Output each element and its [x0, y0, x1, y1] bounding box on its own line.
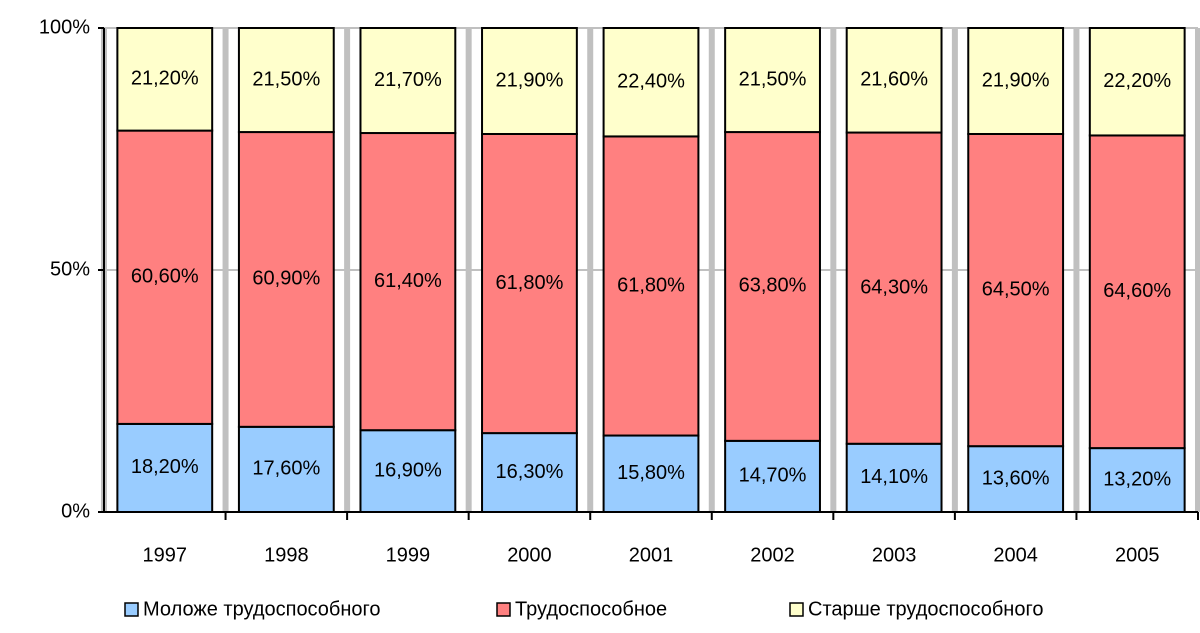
- bar-segment: [602, 135, 700, 437]
- bar-segment: [724, 27, 821, 134]
- bar-segment: [481, 27, 578, 135]
- bar-segment: [237, 131, 335, 428]
- value-label: 15,80%: [617, 462, 685, 484]
- value-label: 21,60%: [860, 69, 928, 91]
- bar-segment: [724, 131, 821, 442]
- bar-segment: [359, 429, 457, 514]
- value-label: 13,60%: [982, 467, 1050, 489]
- value-label: 61,80%: [496, 272, 564, 294]
- bar-segment: [845, 131, 943, 445]
- value-label: 61,40%: [374, 270, 442, 292]
- bar-segment: [845, 442, 943, 514]
- bar-segment: [116, 27, 214, 132]
- value-label: 60,90%: [252, 268, 320, 290]
- bar-segment: [237, 425, 335, 514]
- bar-segment: [359, 27, 457, 135]
- value-label: 14,10%: [860, 466, 928, 488]
- value-label: 63,80%: [739, 275, 807, 297]
- value-label: 21,20%: [131, 68, 199, 90]
- value-label: 64,60%: [1103, 280, 1171, 302]
- bar-segment: [237, 27, 335, 134]
- value-label: 22,40%: [617, 70, 685, 92]
- bar-segment: [1088, 134, 1186, 450]
- x-tick-label: 2000: [507, 544, 552, 566]
- legend-label: Моложе трудоспособного: [143, 598, 381, 620]
- value-label: 22,20%: [1103, 70, 1171, 92]
- bar-segment: [967, 132, 1065, 448]
- legend-swatch: [789, 602, 804, 617]
- bar-segment: [1088, 27, 1186, 137]
- value-label: 60,60%: [131, 266, 199, 288]
- value-label: 18,20%: [131, 456, 199, 478]
- value-label: 21,50%: [739, 68, 807, 90]
- bar-segment: [967, 445, 1065, 513]
- y-tick-label: 0%: [61, 500, 90, 522]
- y-tick-label: 50%: [50, 258, 90, 280]
- bar-segment: [481, 432, 578, 513]
- value-label: 64,30%: [860, 276, 928, 298]
- value-label: 21,50%: [252, 68, 320, 90]
- y-tick-label: 100%: [39, 16, 90, 38]
- value-label: 21,70%: [374, 69, 442, 91]
- bar-segment: [602, 27, 700, 138]
- legend-label: Трудоспособное: [515, 598, 667, 620]
- x-tick-label: 2003: [872, 544, 917, 566]
- x-tick-label: 2005: [1115, 544, 1160, 566]
- value-label: 16,90%: [374, 459, 442, 481]
- value-label: 61,80%: [617, 274, 685, 296]
- bar-segment: [359, 132, 457, 432]
- x-tick-label: 2002: [750, 544, 795, 566]
- legend-swatch: [124, 602, 139, 617]
- legend-swatch: [496, 602, 511, 617]
- value-label: 21,90%: [982, 69, 1050, 91]
- bar-segment: [845, 27, 943, 134]
- value-label: 13,20%: [1103, 468, 1171, 490]
- x-tick-label: 1997: [143, 544, 188, 566]
- value-label: 21,90%: [496, 69, 564, 91]
- x-tick-label: 1998: [264, 544, 309, 566]
- value-label: 16,30%: [496, 461, 564, 483]
- bar-segment: [602, 434, 700, 514]
- legend-label: Старше трудоспособного: [808, 598, 1043, 620]
- value-label: 64,50%: [982, 278, 1050, 300]
- value-label: 17,60%: [252, 458, 320, 480]
- x-tick-label: 1999: [386, 544, 431, 566]
- bar-segment: [967, 27, 1065, 135]
- x-tick-label: 2004: [993, 544, 1038, 566]
- value-label: 14,70%: [739, 465, 807, 487]
- x-tick-label: 2001: [629, 544, 674, 566]
